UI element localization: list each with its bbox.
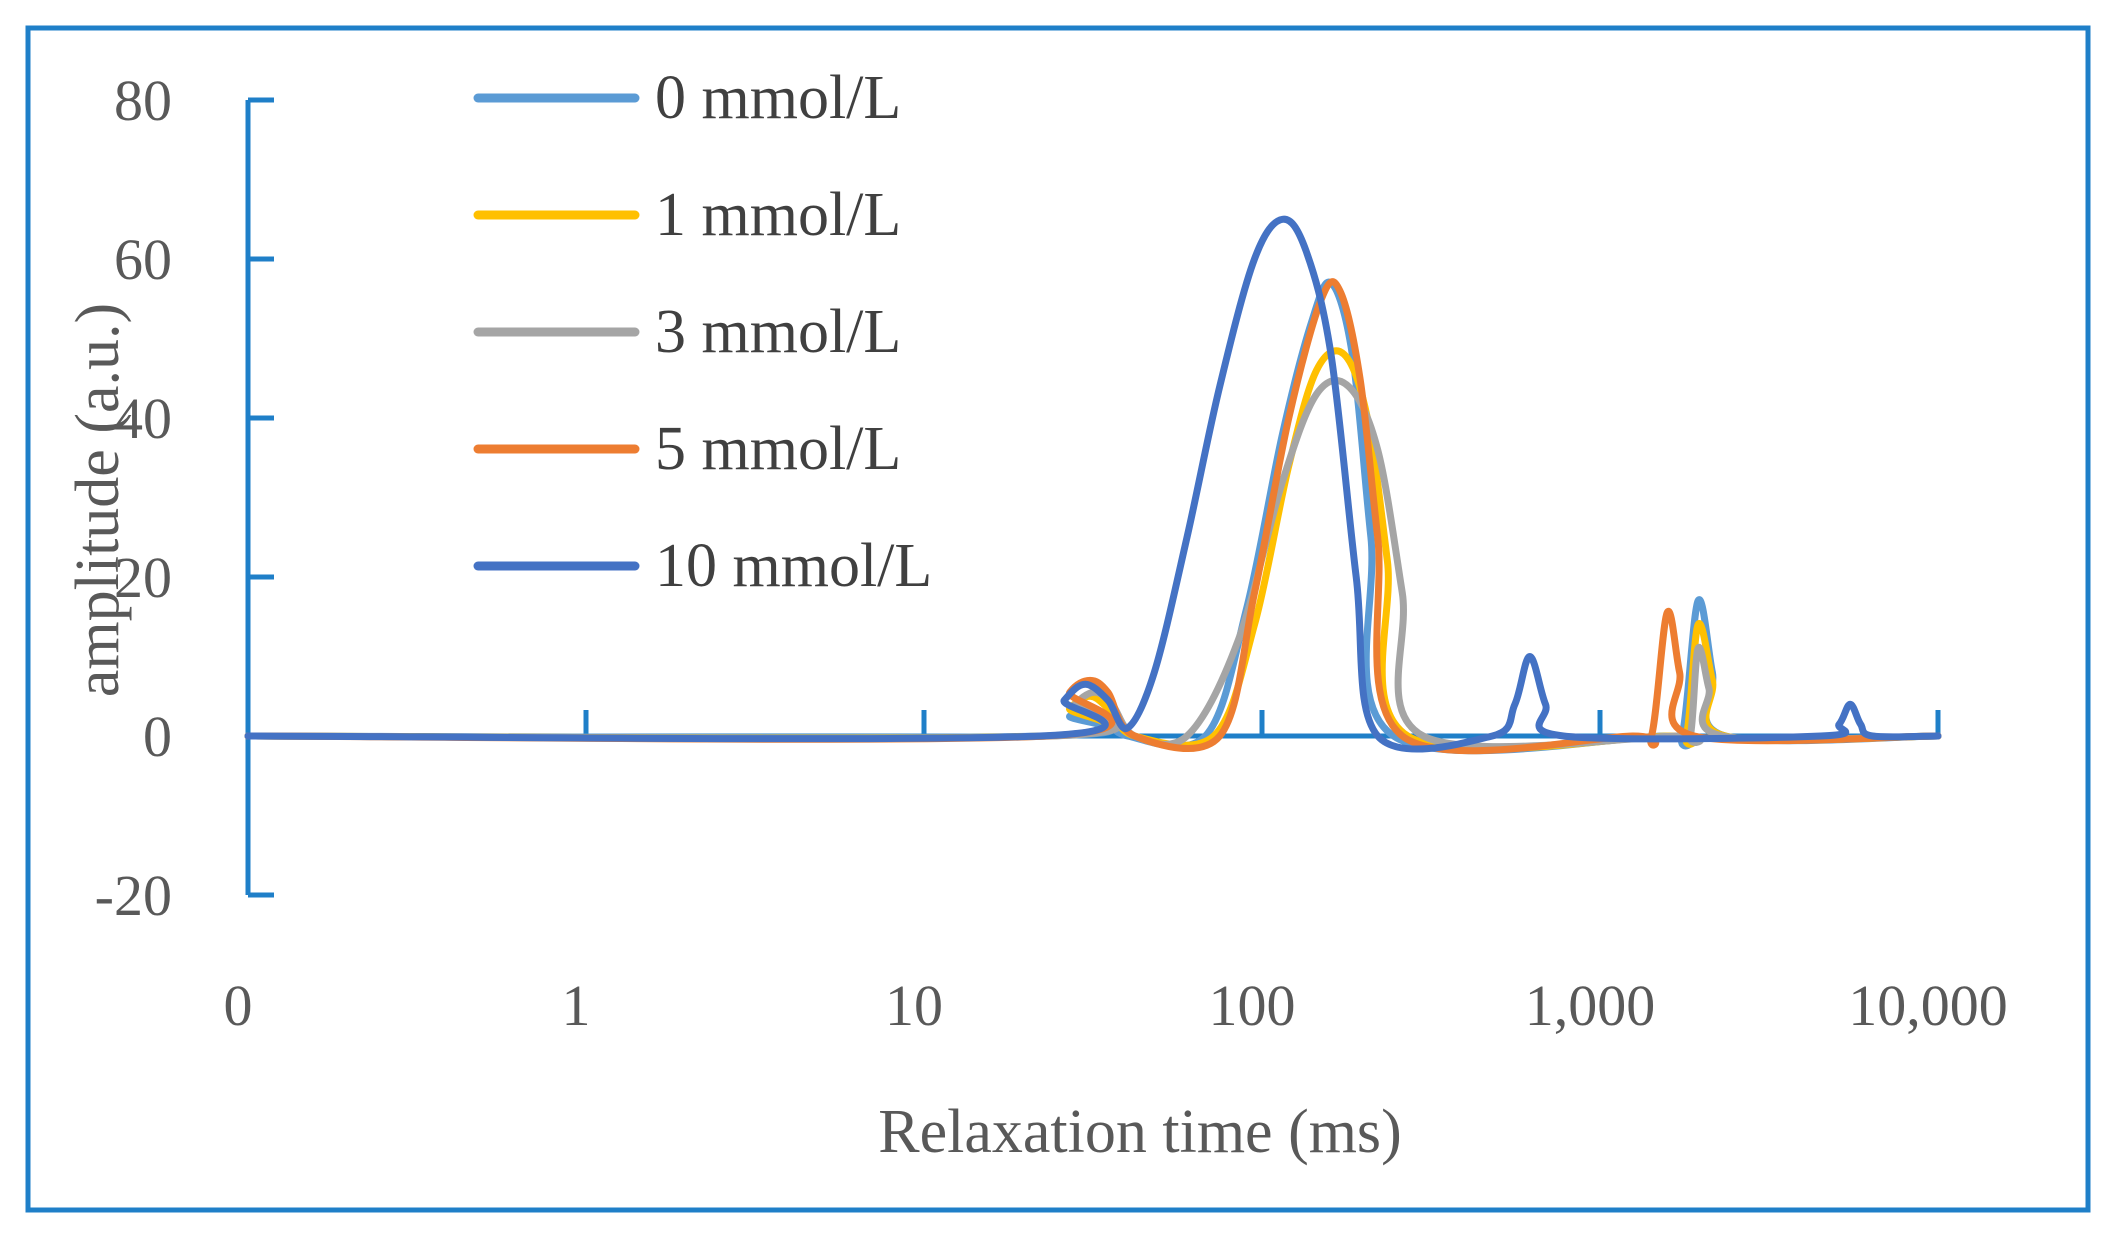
series-group — [244, 215, 1942, 755]
x-tick-label: 1,000 — [1525, 973, 1656, 1038]
x-tick-label: 1 — [562, 973, 591, 1038]
chart-border — [25, 25, 2091, 1213]
x-axis-title: Relaxation time (ms) — [878, 1098, 1401, 1166]
x-tick-label: 100 — [1209, 973, 1296, 1038]
legend-label-1: 1 mmol/L — [655, 181, 901, 249]
y-tick-label: 40 — [114, 386, 172, 451]
y-axis-title: amplitude (a.u.) — [64, 303, 132, 697]
y-tick-label: 20 — [114, 545, 172, 610]
x-tick-label: 10,000 — [1848, 973, 2008, 1038]
y-tick-label: -20 — [95, 863, 172, 928]
legend-label-2: 3 mmol/L — [655, 298, 901, 366]
legend-label-4: 10 mmol/L — [655, 532, 932, 600]
y-tick-label: 60 — [114, 227, 172, 292]
legend-label-0: 0 mmol/L — [655, 64, 901, 132]
legend-label-3: 5 mmol/L — [655, 415, 901, 483]
x-tick-label: 0 — [224, 973, 253, 1038]
y-tick-label: 0 — [143, 704, 172, 769]
legend: 0 mmol/L 1 mmol/L 3 mmol/L 5 mmol/L 10 mmol/… — [473, 64, 932, 600]
x-tick-label: 10 — [885, 973, 943, 1038]
series-line-4 — [244, 215, 1942, 753]
y-tick-label: 80 — [114, 68, 172, 133]
